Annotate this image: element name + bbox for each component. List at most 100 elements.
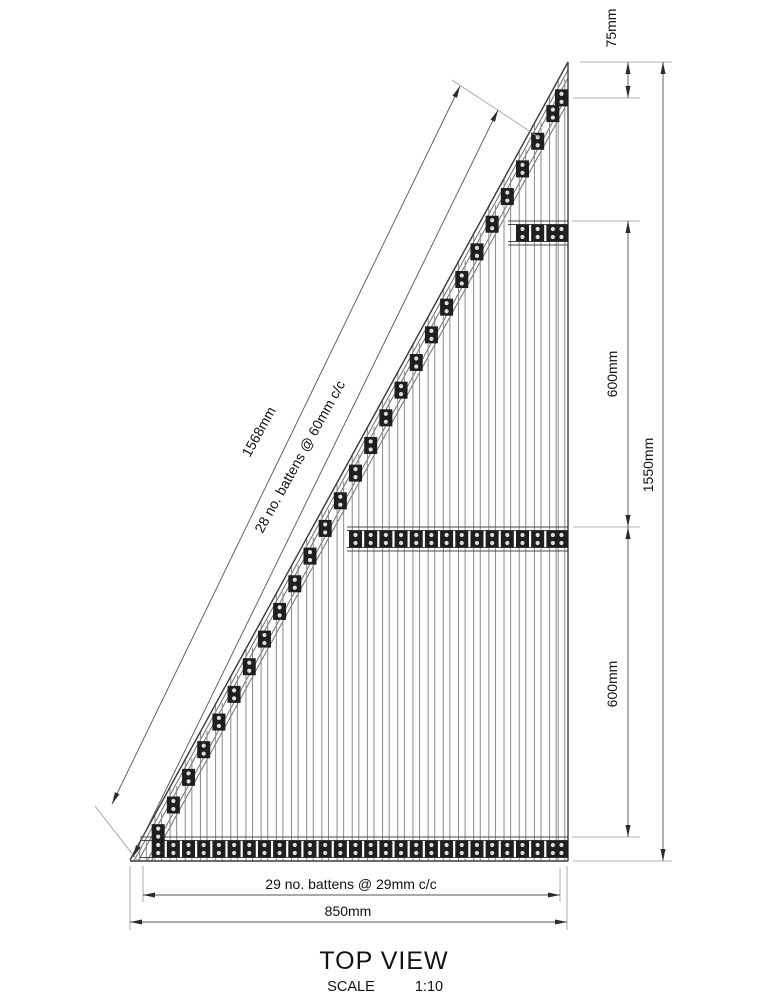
fixing-plate (485, 215, 499, 233)
plate-screw (156, 826, 161, 831)
plate-screw (247, 668, 252, 673)
plate-screw (186, 850, 191, 856)
plate-screw (520, 162, 525, 167)
fixing-plate (394, 840, 408, 858)
plate-screw (323, 530, 328, 535)
plate-screw (490, 850, 495, 856)
plate-body (531, 530, 545, 548)
fixing-plate (409, 353, 423, 371)
plate-screw (444, 309, 449, 314)
plate-body (531, 224, 545, 242)
strip-line (150, 101, 569, 861)
fixing-plate (470, 243, 484, 261)
plate-screw (338, 850, 343, 856)
plate-screw (277, 842, 282, 848)
plate-body (555, 530, 568, 548)
plate-screw (520, 226, 525, 232)
fixing-plate (455, 530, 469, 548)
scale-label: SCALE (327, 979, 375, 995)
plate-screw (277, 850, 282, 856)
dim-label-hypotenuse-battens: 28 no. battens @ 60mm c/c (251, 378, 348, 536)
plate-screw (398, 384, 404, 389)
plate-screw (520, 850, 525, 856)
fixing-plate (288, 575, 302, 593)
plate-screw (535, 532, 540, 538)
plate-screw (520, 540, 525, 546)
plate-screw (201, 743, 206, 748)
plate-screw (550, 115, 555, 120)
plate-screw (535, 850, 540, 856)
fixing-plate (242, 840, 256, 858)
plate-screw (444, 301, 449, 306)
plate-screw (535, 143, 540, 148)
plate-screw (474, 540, 480, 546)
dim-label-overall-width: 850mm (325, 903, 372, 919)
plate-screw (262, 640, 267, 646)
plate-screw (368, 439, 373, 444)
fixing-plate (409, 530, 423, 548)
fixing-plate (197, 741, 211, 759)
plate-screw (559, 540, 564, 546)
extension-line (451, 79, 541, 139)
plate-screw (353, 532, 358, 538)
plate-screw (398, 392, 404, 397)
fixing-plate (470, 840, 484, 858)
dim-label-overall-height: 1550mm (640, 438, 656, 492)
fixing-plate (516, 840, 529, 858)
plate-screw (459, 281, 464, 286)
plate-screw (559, 91, 564, 96)
plate-body (555, 224, 568, 242)
plate-body (531, 840, 545, 858)
dim-label-hypotenuse-length: 1568mm (238, 404, 278, 459)
plate-screw (505, 532, 510, 538)
fixing-plate (257, 840, 271, 858)
plate-screw (474, 842, 480, 848)
plate-screw (559, 99, 564, 104)
fixing-plate (455, 840, 469, 858)
plate-screw (353, 842, 358, 848)
fixing-plate (424, 530, 438, 548)
plate-screw (414, 540, 419, 546)
dim-label-span-upper: 600mm (604, 351, 620, 398)
fixing-plate (485, 840, 499, 858)
hypotenuse-edge (129, 61, 569, 861)
plate-screw (474, 850, 480, 856)
fixing-plate (349, 530, 363, 548)
plate-screw (353, 467, 358, 472)
plate-screw (520, 234, 525, 240)
plate-screw (368, 842, 373, 848)
fixing-plate (470, 530, 484, 548)
plate-screw (156, 850, 161, 856)
hypotenuse-strip (129, 61, 569, 861)
plate-screw (216, 723, 221, 729)
plate-screw (559, 842, 564, 848)
plate-screw (490, 540, 495, 546)
plate-screw (559, 850, 564, 856)
plate-screw (429, 336, 434, 341)
plate-screw (353, 540, 358, 546)
fixing-plate (531, 224, 545, 242)
plate-screw (277, 613, 282, 618)
fixing-plate (500, 530, 514, 548)
fixing-plate (394, 381, 408, 399)
fixing-plate (531, 132, 545, 150)
fixing-plate (333, 840, 347, 858)
plate-screw (156, 842, 161, 848)
plate-screw (520, 842, 525, 848)
plate-screw (550, 532, 555, 538)
plate-body (500, 188, 514, 206)
plate-screw (414, 532, 419, 538)
plate-screw (414, 842, 419, 848)
plate-screw (383, 532, 388, 538)
fixing-plate (166, 796, 180, 814)
fixing-plate (531, 840, 545, 858)
plate-screw (505, 540, 510, 546)
plate-screw (520, 170, 525, 175)
plate-screw (231, 688, 237, 693)
fixing-plate (379, 840, 393, 858)
fixing-plate (516, 530, 529, 548)
plate-screw (247, 660, 252, 665)
fixing-plate (440, 530, 454, 548)
fixing-plate (516, 160, 529, 178)
view-title: TOP VIEW (319, 947, 448, 975)
